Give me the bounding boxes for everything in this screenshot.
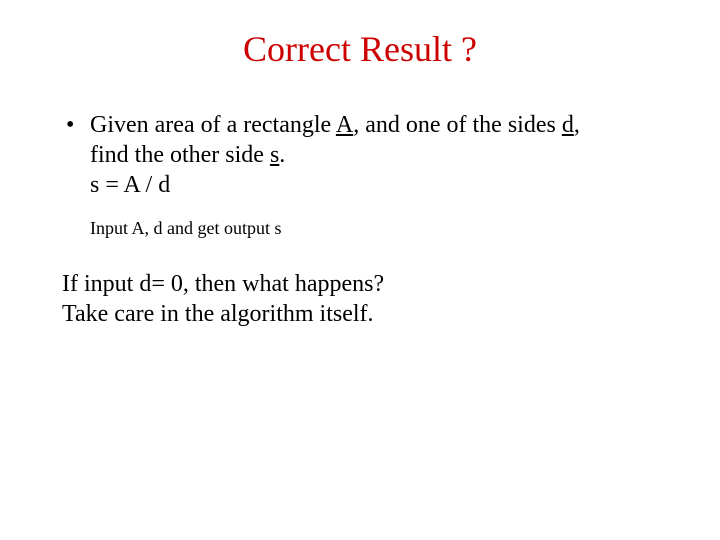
bullet-continuation: find the other side s. <box>60 140 660 170</box>
variable-s: s <box>270 142 279 168</box>
bullet-text: find the other side <box>90 142 270 168</box>
slide-title: Correct Result ? <box>0 0 720 70</box>
subnote-text: Input A, d and get output s <box>60 218 660 239</box>
paragraph: If input d= 0, then what happens? Take c… <box>60 269 660 329</box>
bullet-text: Given area of a rectangle <box>90 112 336 138</box>
bullet-list: Given area of a rectangle A, and one of … <box>60 110 660 140</box>
slide-body: Given area of a rectangle A, and one of … <box>0 70 720 329</box>
paragraph-line: Take care in the algorithm itself. <box>62 299 660 329</box>
bullet-text: , <box>574 112 580 138</box>
variable-d: d <box>562 112 574 138</box>
bullet-text: , and one of the sides <box>353 112 562 138</box>
paragraph-line: If input d= 0, then what happens? <box>62 269 660 299</box>
slide: Correct Result ? Given area of a rectang… <box>0 0 720 540</box>
bullet-text: . <box>279 142 285 168</box>
bullet-formula: s = A / d <box>60 170 660 200</box>
variable-a: A <box>336 112 353 138</box>
bullet-item: Given area of a rectangle A, and one of … <box>60 110 660 140</box>
